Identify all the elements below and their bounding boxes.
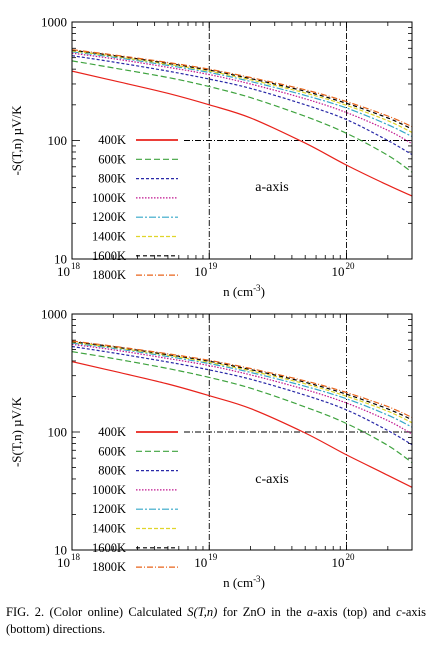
- legend-item-600K: 600K: [98, 444, 178, 458]
- legend-label: 400K: [98, 133, 126, 147]
- x-tick-base: 10: [332, 264, 345, 279]
- series-curves: [72, 49, 412, 197]
- legend-item-400K: 400K: [98, 425, 178, 439]
- legend-label: 1200K: [92, 210, 126, 224]
- legend-label: 1000K: [92, 191, 126, 205]
- chart-panel-top: 10 18 10 19 10 20101001000400K600K800K1000K12…: [9, 15, 413, 299]
- legend-label: 1600K: [92, 249, 126, 263]
- legend-label: 600K: [98, 444, 126, 458]
- x-tick-label: 10 20: [332, 552, 356, 570]
- y-tick-label: 10: [54, 252, 67, 267]
- series-line-800K: [72, 345, 412, 446]
- panel-annotation: c-axis: [255, 472, 288, 487]
- legend-label: 1000K: [92, 483, 126, 497]
- x-tick-label: 10 19: [194, 552, 218, 570]
- x-tick-exponent: 20: [346, 552, 356, 562]
- legend-item-1000K: 1000K: [92, 191, 178, 205]
- series-line-1200K: [72, 51, 412, 138]
- legend-item-1600K: 1600K: [92, 541, 178, 555]
- legend-item-800K: 800K: [98, 172, 178, 186]
- series-line-600K: [72, 60, 412, 173]
- legend-item-400K: 400K: [98, 133, 178, 147]
- legend-item-1600K: 1600K: [92, 249, 178, 263]
- legend-label: 1800K: [92, 560, 126, 574]
- x-tick-label: 10 19: [194, 261, 218, 279]
- x-tick-base: 10: [194, 555, 207, 570]
- figure-caption: FIG. 2. (Color online) Calculated S(T,n)…: [6, 605, 426, 636]
- x-tick-exponent: 20: [346, 261, 356, 271]
- x-tick-base: 10: [332, 555, 345, 570]
- series-line-400K: [72, 70, 412, 197]
- series-line-1200K: [72, 342, 412, 428]
- legend-item-1400K: 1400K: [92, 230, 178, 244]
- x-tick-base: 10: [57, 555, 70, 570]
- legend-label: 1800K: [92, 268, 126, 282]
- legend: 400K 600K 800K 1000K 1200K 1400K 1600K 1800K: [92, 425, 178, 574]
- series-line-1800K: [72, 49, 412, 128]
- plot-frame: [71, 313, 413, 551]
- legend-label: 600K: [98, 152, 126, 166]
- series-line-1600K: [72, 341, 412, 421]
- legend-label: 800K: [98, 464, 126, 478]
- series-curves: [72, 340, 412, 488]
- series-line-1400K: [72, 341, 412, 424]
- axis-ticks: [71, 21, 412, 260]
- series-line-400K: [72, 361, 412, 488]
- x-axis-title: n (cm-3): [223, 283, 265, 299]
- legend-label: 1400K: [92, 230, 126, 244]
- series-line-1000K: [72, 52, 412, 145]
- legend-item-1200K: 1200K: [92, 502, 178, 516]
- y-tick-label: 100: [48, 133, 68, 148]
- legend-item-1000K: 1000K: [92, 483, 178, 497]
- legend-item-1800K: 1800K: [92, 560, 178, 574]
- x-tick-exponent: 19: [208, 552, 218, 562]
- legend-label: 400K: [98, 425, 126, 439]
- series-line-800K: [72, 55, 412, 156]
- legend-item-600K: 600K: [98, 152, 178, 166]
- reference-lines: [184, 22, 412, 259]
- legend-label: 1200K: [92, 502, 126, 516]
- x-tick-base: 10: [194, 264, 207, 279]
- series-line-600K: [72, 351, 412, 464]
- legend-item-800K: 800K: [98, 464, 178, 478]
- x-tick-label: 10 18: [57, 552, 81, 570]
- series-line-1800K: [72, 340, 412, 418]
- y-tick-label: 1000: [41, 307, 67, 322]
- y-tick-label: 10: [54, 543, 67, 558]
- plot-frame: [71, 21, 413, 260]
- y-tick-label: 100: [48, 425, 68, 440]
- series-line-1400K: [72, 50, 412, 133]
- x-tick-base: 10: [57, 264, 70, 279]
- legend-item-1400K: 1400K: [92, 522, 178, 536]
- legend: 400K 600K 800K 1000K 1200K 1400K 1600K 1800K: [92, 133, 178, 282]
- x-tick-exponent: 18: [71, 552, 81, 562]
- legend-item-1200K: 1200K: [92, 210, 178, 224]
- legend-label: 1600K: [92, 541, 126, 555]
- y-axis-title: -S(T,n) µV/K: [9, 396, 24, 467]
- x-tick-exponent: 19: [208, 261, 218, 271]
- legend-label: 1400K: [92, 522, 126, 536]
- series-line-1600K: [72, 49, 412, 130]
- x-tick-exponent: 18: [71, 261, 81, 271]
- x-axis-title: n (cm-3): [223, 574, 265, 590]
- x-tick-label: 10 18: [57, 261, 81, 279]
- series-line-1000K: [72, 343, 412, 435]
- chart-panel-bottom: 10 18 10 19 10 20101001000400K600K800K1000K12…: [9, 307, 413, 590]
- reference-lines: [184, 314, 412, 550]
- panel-annotation: a-axis: [255, 180, 288, 195]
- y-tick-label: 1000: [41, 15, 67, 30]
- x-tick-label: 10 20: [332, 261, 356, 279]
- legend-label: 800K: [98, 172, 126, 186]
- legend-item-1800K: 1800K: [92, 268, 178, 282]
- y-axis-title: -S(T,n) µV/K: [9, 105, 24, 176]
